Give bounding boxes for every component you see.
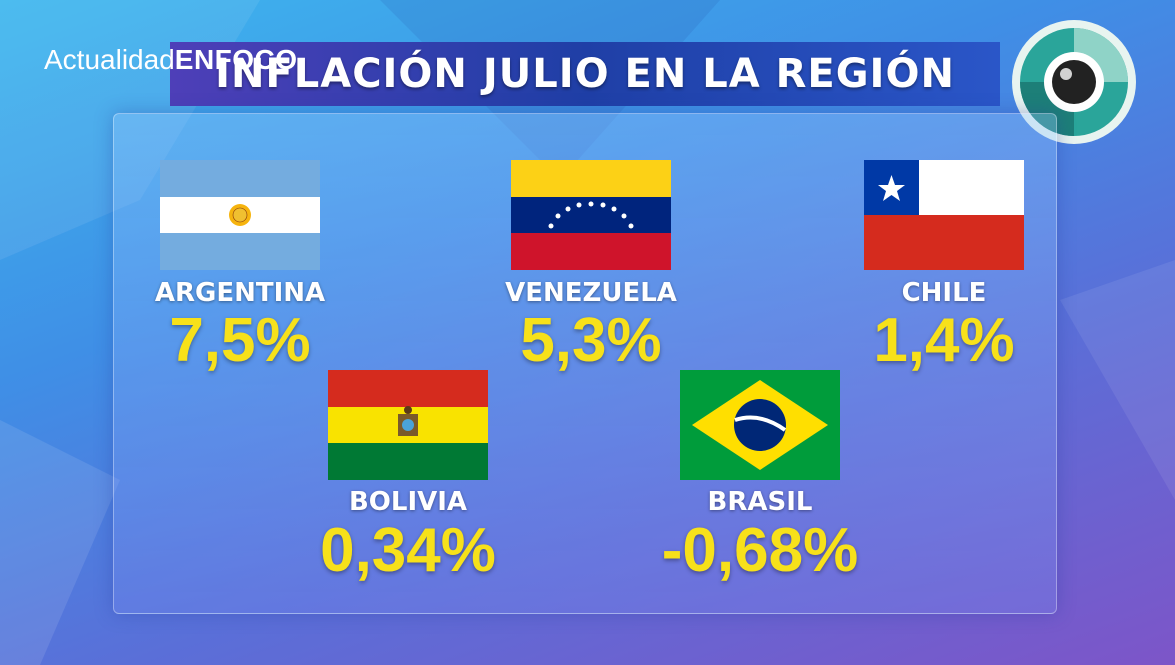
country-name: BOLIVIA <box>348 487 468 517</box>
country-name: BRASIL <box>707 487 813 517</box>
inflation-value: 1,4% <box>873 306 1015 375</box>
title: INFLACIÓN JULIO EN LA REGIÓN <box>215 51 955 97</box>
country-name: VENEZUELA <box>505 278 677 308</box>
flag-brasil <box>680 370 840 480</box>
channel-logo <box>1012 20 1136 144</box>
brand-left: Actualidad <box>44 44 175 75</box>
flag-argentina <box>160 160 320 270</box>
flag-chile <box>864 160 1024 270</box>
country-name: CHILE <box>901 278 987 308</box>
inflation-value: 5,3% <box>520 306 662 375</box>
country-name: ARGENTINA <box>154 278 326 308</box>
brand-logo: ActualidadENFOCO <box>44 44 298 76</box>
flag-venezuela <box>511 160 671 270</box>
brand-right: ENFOCO <box>174 44 298 75</box>
inflation-value: 0,34% <box>320 516 496 585</box>
inflation-value: -0,68% <box>661 516 859 585</box>
inflation-value: 7,5% <box>169 306 311 375</box>
title-banner <box>170 42 1000 106</box>
flag-bolivia <box>328 370 488 480</box>
